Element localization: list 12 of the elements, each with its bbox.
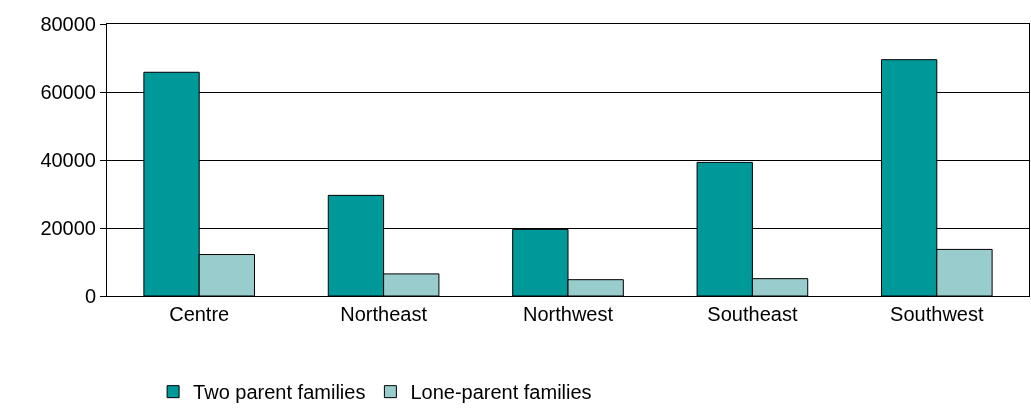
y-tick-label: 20000	[40, 217, 96, 239]
y-tick-label: 80000	[40, 13, 96, 35]
x-tick-label: Northwest	[522, 303, 614, 325]
legend-label: Lone-parent families	[410, 381, 592, 404]
x-tick-label: Northeast	[340, 303, 428, 325]
x-tick-label: Centre	[169, 303, 230, 325]
y-tick-label: 0	[84, 285, 96, 307]
x-tick-label: Southeast	[707, 303, 798, 325]
y-tick-label: 60000	[40, 81, 96, 103]
legend-label: Two parent families	[193, 381, 366, 404]
y-tick-label: 40000	[40, 149, 96, 171]
x-tick-label: Southwest	[890, 303, 984, 325]
